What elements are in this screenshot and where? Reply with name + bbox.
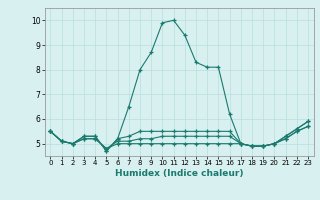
X-axis label: Humidex (Indice chaleur): Humidex (Indice chaleur) xyxy=(115,169,244,178)
